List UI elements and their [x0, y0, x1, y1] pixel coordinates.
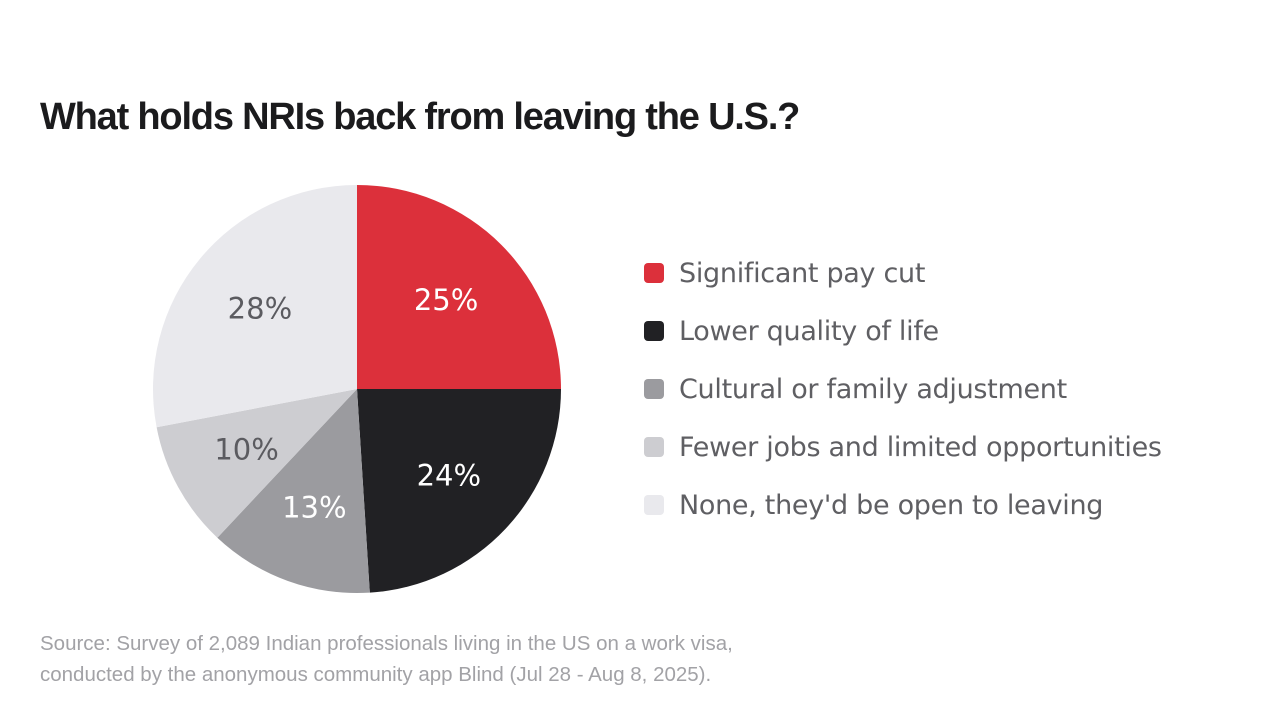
source-line-1: Source: Survey of 2,089 Indian professio… — [40, 632, 733, 655]
legend-item-1: Lower quality of life — [644, 302, 1162, 360]
pie-slice-label-0: 25% — [414, 283, 478, 317]
chart-title: What holds NRIs back from leaving the U.… — [40, 96, 800, 138]
pie-slice-0 — [357, 185, 561, 389]
legend-item-0: Significant pay cut — [644, 244, 1162, 302]
legend-label-0: Significant pay cut — [679, 257, 926, 289]
legend-item-3: Fewer jobs and limited opportunities — [644, 418, 1162, 476]
legend-swatch-0 — [644, 263, 664, 283]
source-line-2: conducted by the anonymous community app… — [40, 663, 712, 686]
legend-item-4: None, they'd be open to leaving — [644, 476, 1162, 534]
pie-slice-label-2: 13% — [282, 491, 346, 525]
legend-swatch-1 — [644, 321, 664, 341]
legend-item-2: Cultural or family adjustment — [644, 360, 1162, 418]
source-note: Source: Survey of 2,089 Indian professio… — [40, 628, 733, 690]
legend-label-2: Cultural or family adjustment — [679, 373, 1067, 405]
pie-slice-3 — [156, 389, 357, 538]
pie-slice-label-3: 10% — [214, 433, 278, 467]
pie-slice-label-1: 24% — [417, 458, 481, 492]
legend-swatch-2 — [644, 379, 664, 399]
pie-slice-2 — [217, 389, 370, 594]
legend-label-4: None, they'd be open to leaving — [679, 489, 1104, 521]
pie-slice-4 — [152, 184, 357, 428]
legend-swatch-3 — [644, 437, 664, 457]
pie-chart: 25% 24% 13%10% 28% — [152, 184, 561, 594]
pie-slice-label-4: 28% — [228, 292, 292, 326]
pie-slice-1 — [357, 389, 561, 593]
legend-label-3: Fewer jobs and limited opportunities — [679, 431, 1162, 463]
legend-label-1: Lower quality of life — [679, 315, 939, 347]
legend-swatch-4 — [644, 495, 664, 515]
chart-legend: Significant pay cut Lower quality of life… — [644, 244, 1162, 534]
